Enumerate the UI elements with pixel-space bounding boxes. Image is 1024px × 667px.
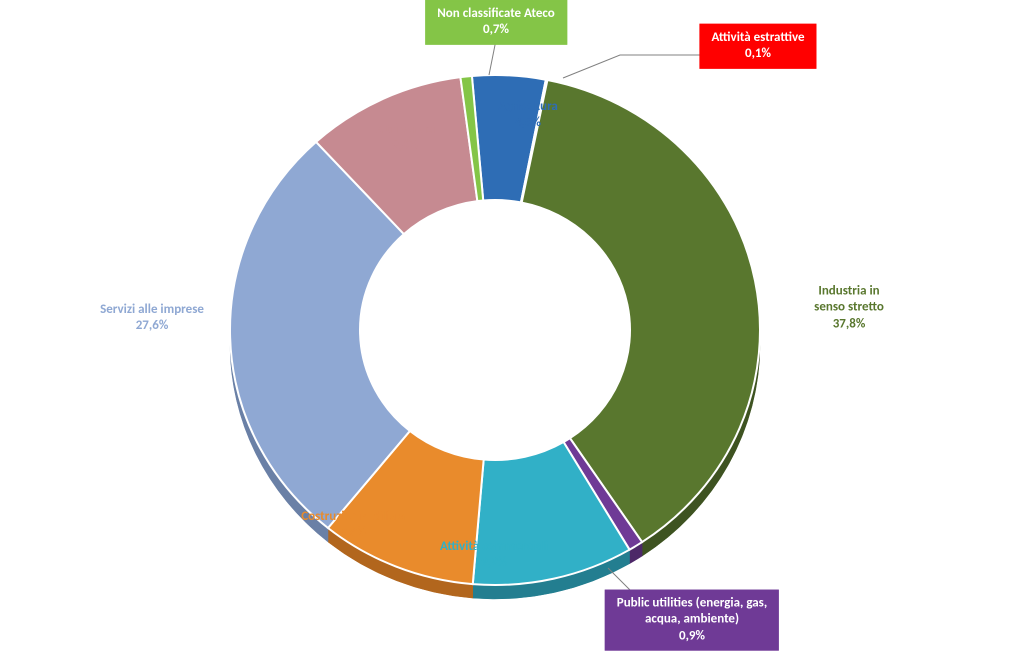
label-pct-public-utilities: 0,9%	[617, 628, 767, 644]
doughnut-chart: Agricoltura4,5% Attività estrattive0,1% In…	[0, 0, 1024, 667]
label-pct-non-classificate: 0,7%	[437, 22, 555, 38]
label-pct-altri-servizi: 9,8%	[375, 138, 436, 154]
label-non-classificate: Non classificate Ateco0,7%	[425, 0, 567, 44]
label-servizi-imprese: Servizi alle imprese27,6%	[100, 302, 204, 335]
label-name-industria: Industria insenso stretto	[814, 284, 884, 317]
leader-non-classificate	[489, 40, 496, 75]
label-industria: Industria insenso stretto37,8%	[814, 284, 884, 333]
leader-attivita-estrattive	[563, 55, 710, 78]
label-agricoltura: Agricoltura4,5%	[498, 99, 558, 132]
label-name-attivita-commerciali: Attività commerciali	[440, 539, 548, 555]
label-name-attivita-estrattive: Attività estrattive	[711, 30, 804, 46]
label-name-agricoltura: Agricoltura	[498, 99, 558, 115]
label-name-altri-servizi: Altri servizi	[375, 122, 436, 138]
label-name-public-utilities: Public utilities (energia, gas,acqua, am…	[617, 596, 767, 629]
label-attivita-estrattive: Attività estrattive0,1%	[699, 24, 816, 69]
label-public-utilities: Public utilities (energia, gas,acqua, am…	[605, 590, 779, 651]
leader-public-utilities	[608, 568, 670, 590]
label-name-servizi-imprese: Servizi alle imprese	[100, 302, 204, 318]
label-pct-attivita-estrattive: 0,1%	[711, 46, 804, 62]
label-costruzioni: Costruzioni/Edilizia9,6%	[301, 509, 405, 542]
label-pct-industria: 37,8%	[814, 316, 884, 332]
label-attivita-commerciali: Attività commerciali9,9%	[440, 539, 548, 572]
label-pct-agricoltura: 4,5%	[498, 115, 558, 131]
label-altri-servizi: Altri servizi9,8%	[375, 122, 436, 155]
label-name-non-classificate: Non classificate Ateco	[437, 6, 555, 22]
label-name-costruzioni: Costruzioni/Edilizia	[301, 509, 405, 525]
label-pct-servizi-imprese: 27,6%	[100, 318, 204, 334]
label-pct-attivita-commerciali: 9,9%	[440, 555, 548, 571]
label-pct-costruzioni: 9,6%	[301, 525, 405, 541]
